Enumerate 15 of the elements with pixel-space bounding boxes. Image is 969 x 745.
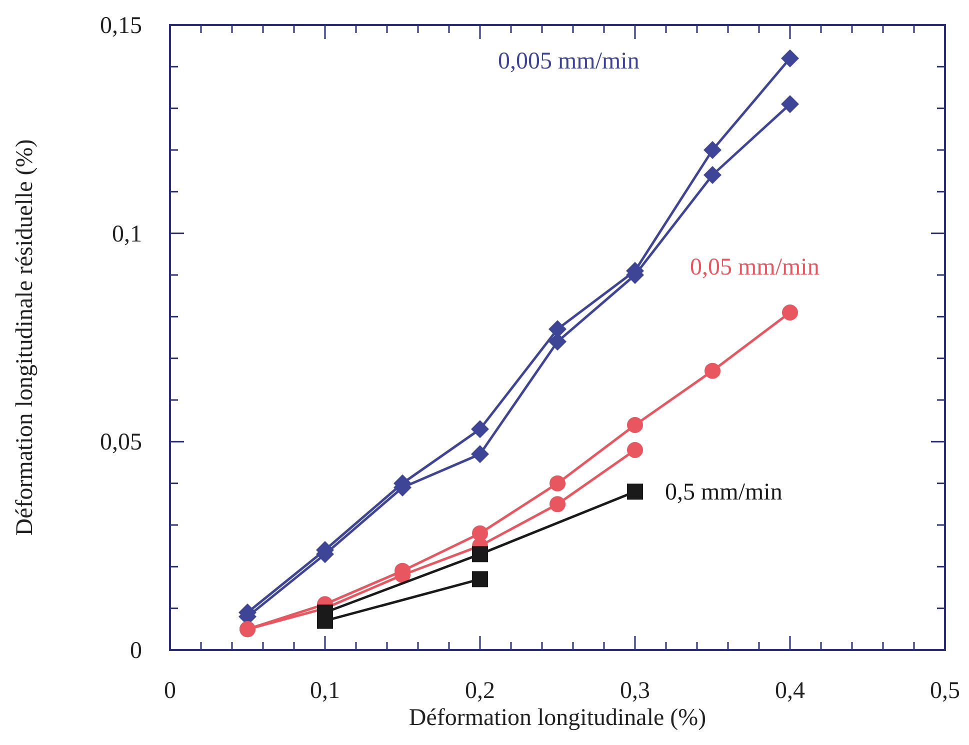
x-tick-label: 0,2 bbox=[465, 678, 495, 704]
series-label: 0,05 mm/min bbox=[690, 254, 820, 280]
x-tick-label: 0,1 bbox=[310, 678, 340, 704]
x-tick-label: 0,4 bbox=[775, 678, 805, 704]
y-axis-title: Déformation longitudinale résiduelle (%) bbox=[12, 139, 38, 536]
x-axis-title: Déformation longitudinale (%) bbox=[408, 705, 706, 731]
text: 0,005 mm/min bbox=[498, 48, 640, 74]
y-tick-label: 0,1 bbox=[112, 221, 142, 248]
x-tick-label: 0 bbox=[164, 678, 176, 704]
y-tick-label: 0,05 bbox=[100, 430, 142, 456]
y-tick-label: 0 bbox=[130, 638, 142, 664]
series-label: 0,5 mm/min bbox=[665, 480, 782, 506]
x-tick-label: 0,3 bbox=[620, 678, 650, 704]
y-tick-label: 0,15 bbox=[100, 13, 142, 39]
x-tick-label: 0,5 bbox=[930, 678, 960, 704]
